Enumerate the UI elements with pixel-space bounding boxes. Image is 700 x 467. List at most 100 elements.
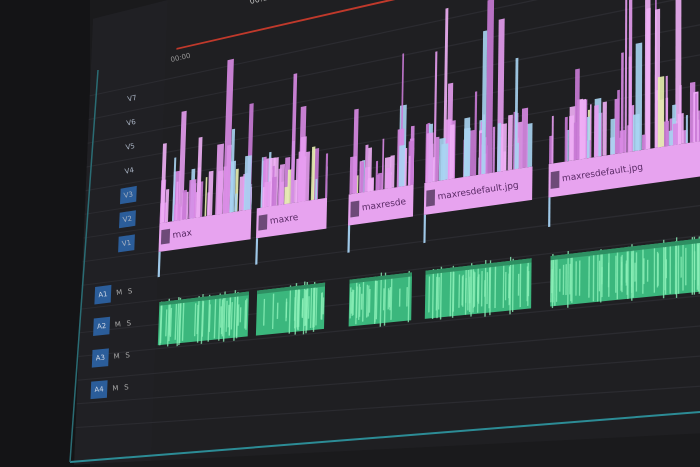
track-target	[91, 348, 109, 368]
audio-waveform	[165, 309, 168, 337]
audio-waveform	[693, 251, 696, 281]
audio-waveform	[674, 241, 677, 295]
audio-clip-header	[550, 238, 700, 261]
audio-waveform	[237, 304, 240, 326]
work-area-bar	[176, 0, 396, 50]
video-spike	[551, 115, 554, 164]
video-spike	[304, 151, 310, 202]
audio-waveform	[309, 286, 313, 328]
video-spike	[610, 118, 616, 155]
video-track-label: V5	[125, 142, 136, 152]
audio-waveform	[276, 302, 279, 319]
video-spike	[188, 179, 197, 219]
clip-fx-badge	[258, 214, 268, 231]
audio-waveform	[222, 291, 226, 342]
video-spike	[602, 101, 607, 156]
clip-name: maxre	[269, 213, 299, 227]
audio-track-label: A4	[94, 385, 104, 394]
video-spike	[260, 157, 264, 208]
audio-waveform	[451, 265, 454, 318]
video-spike	[500, 123, 507, 172]
audio-waveform	[366, 284, 368, 318]
mute-button: M	[113, 352, 120, 361]
audio-waveform	[519, 261, 522, 308]
audio-waveform	[239, 307, 242, 323]
track-separator	[89, 0, 539, 97]
audio-waveform	[288, 285, 292, 334]
video-spike	[521, 107, 529, 169]
audio-clip-header	[257, 282, 326, 295]
panel-frame	[69, 69, 99, 463]
track-target	[93, 316, 111, 336]
audio-waveform	[178, 297, 182, 346]
video-spike	[624, 0, 628, 153]
video-spike	[593, 104, 599, 158]
video-spike	[160, 143, 167, 224]
video-clip	[256, 197, 328, 239]
track-separator	[87, 24, 700, 144]
mute-button: M	[116, 288, 123, 297]
audio-waveform	[488, 267, 491, 309]
mute-button: M	[112, 384, 119, 392]
audio-waveform	[176, 297, 180, 347]
audio-waveform	[375, 280, 378, 320]
audio-waveform	[213, 296, 217, 339]
audio-waveform	[578, 260, 581, 296]
audio-waveform	[484, 260, 487, 317]
video-spike	[229, 160, 236, 213]
solo-button: S	[124, 383, 130, 391]
track-separator	[75, 385, 700, 429]
video-spike	[473, 91, 478, 176]
video-spike	[181, 189, 187, 220]
video-track-label: V2	[122, 215, 132, 224]
video-spike	[449, 124, 455, 180]
audio-waveform	[302, 281, 306, 335]
clip-fx-badge	[550, 170, 560, 189]
video-spike	[628, 0, 633, 152]
audio-waveform	[569, 263, 571, 295]
audio-waveform	[626, 251, 628, 295]
video-clip	[548, 141, 700, 198]
audio-waveform	[355, 280, 358, 325]
video-spike	[172, 157, 177, 222]
mute-button: M	[115, 320, 122, 329]
audio-waveform	[480, 270, 483, 307]
audio-waveform	[263, 298, 266, 326]
video-edge	[548, 197, 551, 227]
audio-waveform	[307, 296, 310, 319]
audio-waveform	[643, 258, 645, 285]
audio-waveform	[398, 288, 401, 307]
audio-waveform	[350, 291, 353, 314]
audio-waveform	[662, 239, 665, 299]
audio-waveform	[631, 258, 633, 287]
video-spike	[564, 116, 568, 162]
video-spike	[619, 129, 627, 154]
video-spike	[675, 0, 682, 145]
audio-waveform	[358, 284, 361, 320]
audio-waveform	[383, 272, 387, 326]
audio-waveform	[656, 251, 659, 288]
audio-waveform	[230, 302, 233, 330]
audio-waveform	[388, 290, 391, 308]
audio-waveform	[196, 304, 199, 335]
audio-waveform	[194, 303, 197, 337]
video-spike	[234, 193, 238, 212]
audio-waveform	[233, 290, 237, 341]
video-spike	[646, 7, 651, 150]
panel-frame	[69, 411, 700, 463]
audio-waveform	[207, 294, 211, 342]
audio-waveform	[387, 288, 390, 310]
audio-waveform	[554, 255, 556, 306]
video-spike	[526, 123, 533, 168]
audio-waveform	[312, 286, 315, 328]
video-spike	[297, 150, 305, 203]
solo-button: S	[125, 351, 131, 359]
audio-waveform	[565, 264, 567, 296]
audio-waveform	[439, 266, 443, 320]
audio-waveform	[296, 287, 300, 330]
audio-waveform	[551, 269, 553, 294]
video-spike	[367, 177, 374, 192]
audio-waveform	[680, 256, 682, 278]
video-spike	[434, 136, 440, 182]
audio-clip-header	[425, 258, 532, 275]
